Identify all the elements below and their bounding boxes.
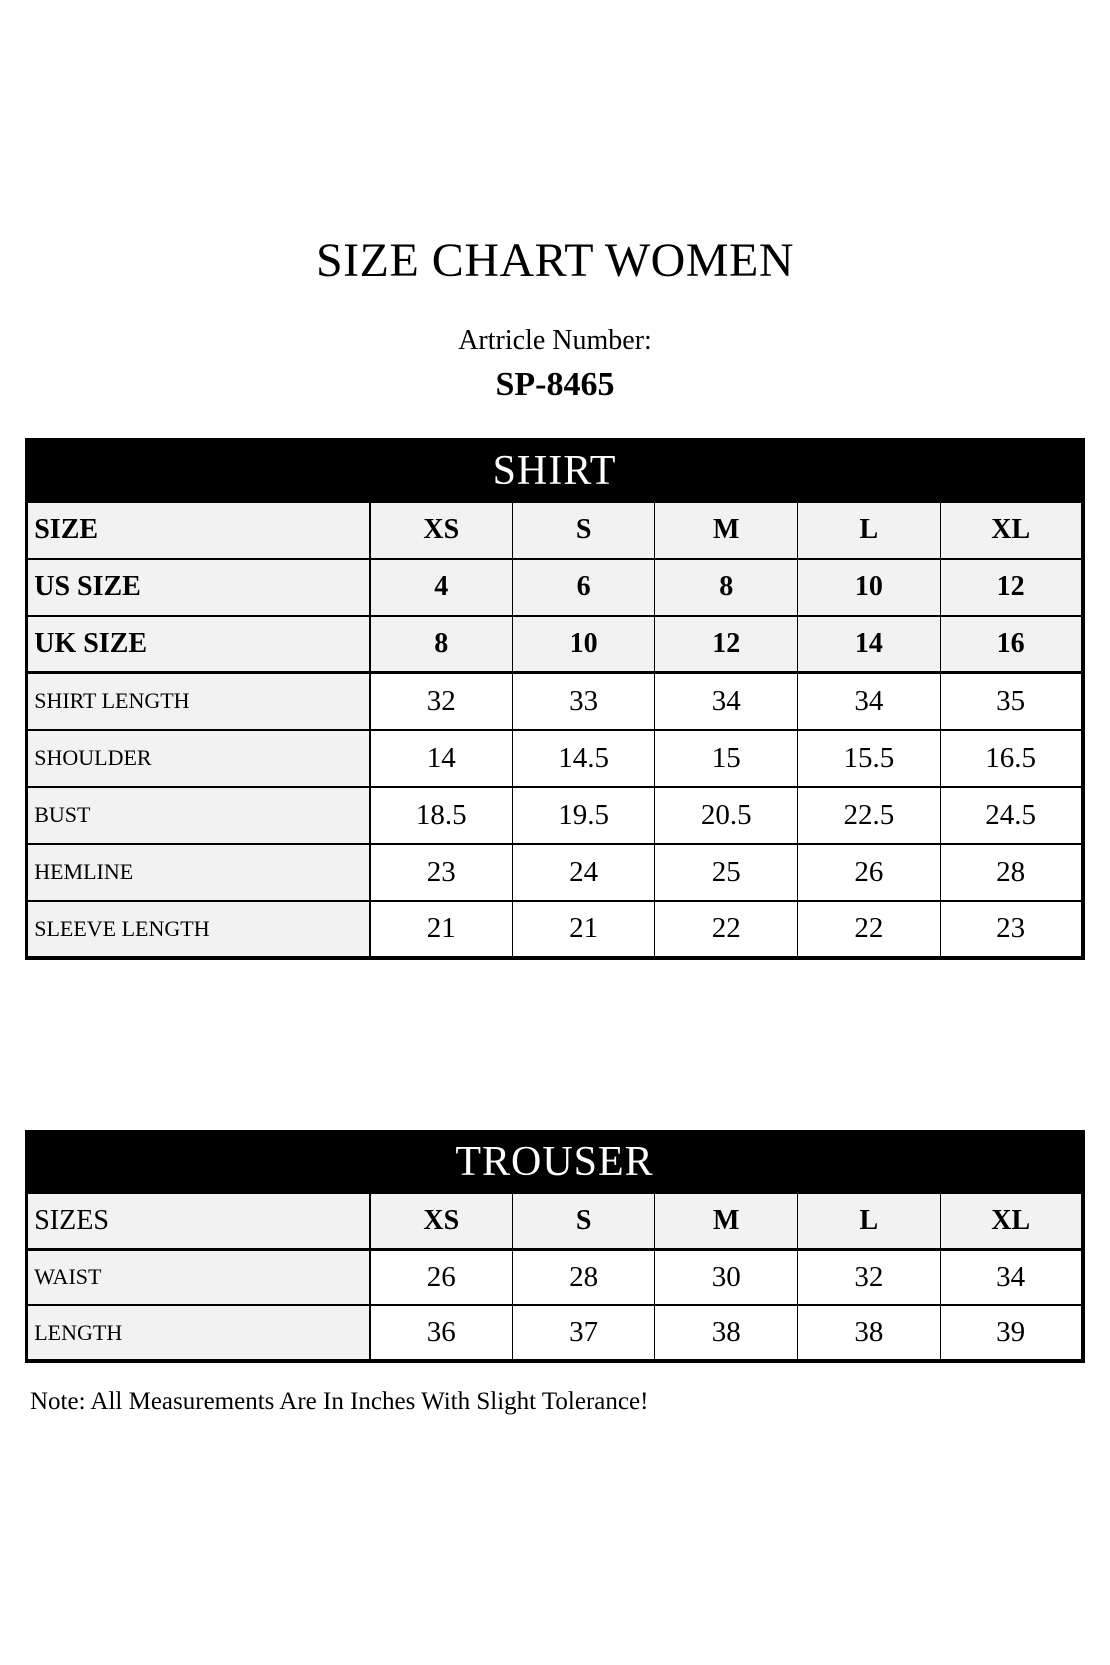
heading-block: SIZE CHART WOMEN Artricle Number: SP-846… [0, 0, 1110, 406]
row-label: LENGTH [25, 1304, 371, 1362]
shirt-row-bust: BUST 18.5 19.5 20.5 22.5 24.5 [25, 785, 1084, 845]
trouser-size-table: TROUSER SIZES XS S M L XL WAIST 26 28 30… [25, 1129, 1085, 1363]
row-label: US SIZE [25, 557, 371, 617]
trouser-row-length: LENGTH 36 37 38 38 39 [25, 1304, 1084, 1362]
table-cell: 8 [654, 557, 799, 617]
shirt-row-shirt-length: SHIRT LENGTH 32 33 34 34 35 [25, 671, 1084, 731]
row-label: HEMLINE [25, 842, 371, 902]
trouser-row-waist: WAIST 26 28 30 32 34 [25, 1248, 1084, 1306]
shirt-table-title-row: SHIRT [25, 438, 1084, 503]
table-cell: 26 [797, 842, 941, 902]
table-cell: L [797, 1192, 941, 1251]
table-cell: 15 [654, 728, 799, 788]
table-cell: 20.5 [654, 785, 799, 845]
table-cell: 24.5 [939, 785, 1084, 845]
table-cell: 34 [939, 1248, 1084, 1306]
table-cell: 26 [369, 1248, 513, 1306]
table-cell: 14.5 [511, 728, 656, 788]
table-cell: 21 [511, 899, 656, 959]
table-cell: 14 [369, 728, 513, 788]
table-cell: 16.5 [939, 728, 1084, 788]
row-label: SHIRT LENGTH [25, 671, 371, 731]
row-label: UK SIZE [25, 614, 371, 674]
table-cell: 24 [511, 842, 656, 902]
row-label: BUST [25, 785, 371, 845]
table-cell: 6 [511, 557, 656, 617]
row-label: SHOULDER [25, 728, 371, 788]
article-number-value: SP-8465 [495, 366, 615, 403]
table-cell: 30 [654, 1248, 799, 1306]
shirt-row-hemline: HEMLINE 23 24 25 26 28 [25, 842, 1084, 902]
table-cell: 4 [369, 557, 513, 617]
table-cell: 10 [797, 557, 941, 617]
row-label: SIZES [25, 1192, 371, 1251]
shirt-row-size: SIZE XS S M L XL [25, 500, 1084, 560]
measurement-note: Note: All Measurements Are In Inches Wit… [30, 1388, 649, 1415]
table-cell: 25 [654, 842, 799, 902]
trouser-table-title: TROUSER [25, 1130, 1084, 1194]
table-cell: 37 [511, 1304, 656, 1362]
table-cell: 14 [797, 614, 941, 674]
table-cell: XS [369, 1192, 513, 1251]
table-cell: 38 [797, 1304, 941, 1362]
table-cell: L [797, 500, 941, 560]
table-cell: XL [939, 500, 1084, 560]
page-title: SIZE CHART WOMEN [315, 234, 794, 287]
table-cell: S [511, 1192, 656, 1251]
row-label: WAIST [25, 1248, 371, 1306]
table-cell: 35 [939, 671, 1084, 731]
row-label: SIZE [25, 500, 371, 560]
table-cell: 32 [797, 1248, 941, 1306]
table-cell: 12 [654, 614, 799, 674]
table-cell: 18.5 [369, 785, 513, 845]
table-cell: 22 [654, 899, 799, 959]
table-cell: 28 [939, 842, 1084, 902]
table-cell: 12 [939, 557, 1084, 617]
table-cell: 10 [511, 614, 656, 674]
table-cell: 34 [654, 671, 799, 731]
shirt-row-us-size: US SIZE 4 6 8 10 12 [25, 557, 1084, 617]
table-cell: XL [939, 1192, 1084, 1251]
trouser-table-title-row: TROUSER [25, 1130, 1084, 1194]
table-cell: S [511, 500, 656, 560]
table-cell: M [654, 500, 799, 560]
table-cell: 22.5 [797, 785, 941, 845]
table-cell: 36 [369, 1304, 513, 1362]
shirt-size-table: SHIRT SIZE XS S M L XL US SIZE 4 6 8 10 … [25, 438, 1085, 960]
table-cell: 23 [939, 899, 1084, 959]
article-number-label: Artricle Number: [458, 325, 652, 356]
table-cell: 8 [369, 614, 513, 674]
table-cell: 16 [939, 614, 1084, 674]
table-cell: 32 [369, 671, 513, 731]
row-label: SLEEVE LENGTH [25, 899, 371, 959]
table-cell: 38 [654, 1304, 799, 1362]
table-cell: 33 [511, 671, 656, 731]
trouser-row-sizes: SIZES XS S M L XL [25, 1192, 1084, 1251]
table-cell: 34 [797, 671, 941, 731]
table-cell: 22 [797, 899, 941, 959]
table-cell: 21 [369, 899, 513, 959]
shirt-table-title: SHIRT [25, 438, 1084, 503]
table-cell: 28 [511, 1248, 656, 1306]
table-cell: XS [369, 500, 513, 560]
table-cell: M [654, 1192, 799, 1251]
shirt-row-uk-size: UK SIZE 8 10 12 14 16 [25, 614, 1084, 674]
shirt-row-shoulder: SHOULDER 14 14.5 15 15.5 16.5 [25, 728, 1084, 788]
shirt-row-sleeve-length: SLEEVE LENGTH 21 21 22 22 23 [25, 899, 1084, 959]
table-cell: 15.5 [797, 728, 941, 788]
table-cell: 23 [369, 842, 513, 902]
table-cell: 39 [939, 1304, 1084, 1362]
table-cell: 19.5 [511, 785, 656, 845]
